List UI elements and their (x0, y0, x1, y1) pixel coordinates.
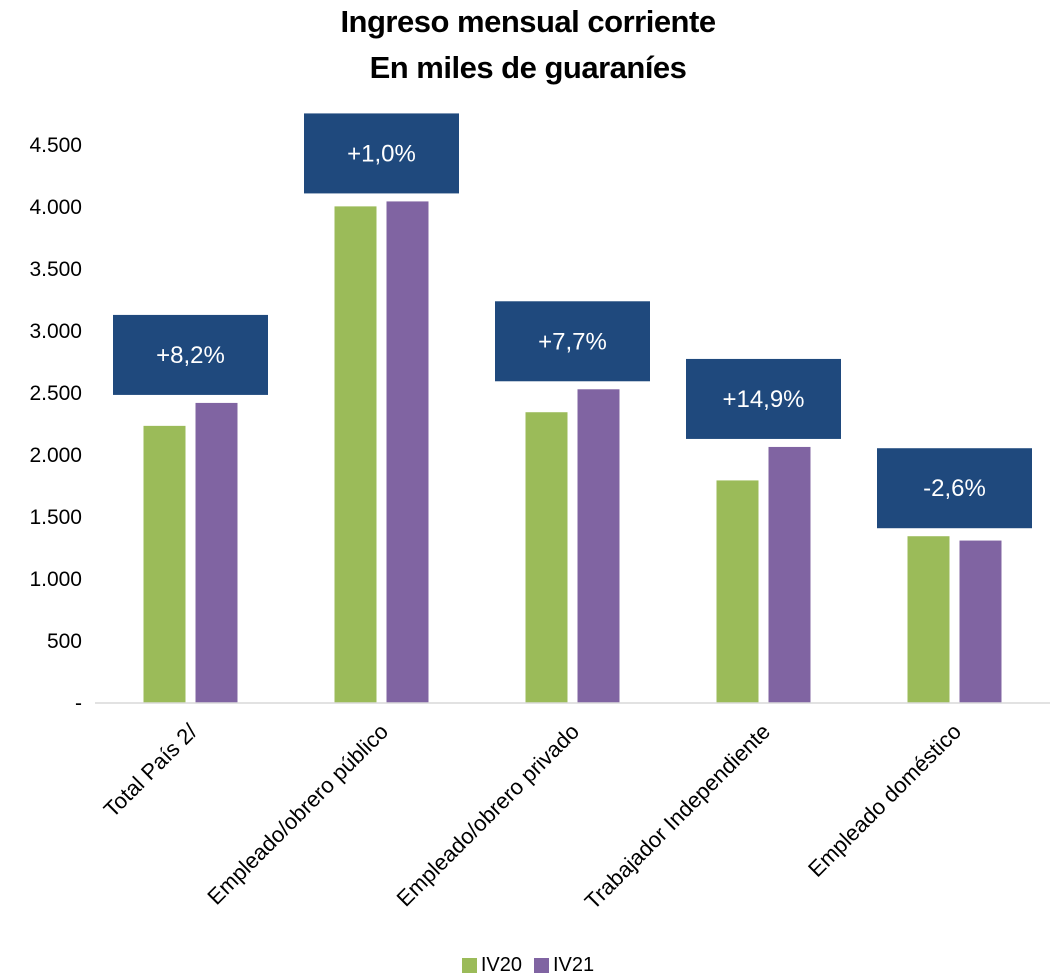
y-tick-label: 1.500 (29, 506, 82, 529)
annotation-box (495, 301, 650, 382)
y-tick-label: 3.000 (29, 320, 82, 343)
y-tick-label: 1.000 (29, 568, 82, 591)
annotation-box (877, 448, 1032, 529)
chart-subtitle: En miles de guaraníes (369, 50, 687, 85)
y-tick-label: 2.000 (29, 444, 82, 467)
y-tick-label: 4.500 (29, 134, 82, 157)
x-tick-label: Empleado doméstico (803, 719, 966, 882)
legend-item-iv20: IV20 (461, 954, 522, 977)
annotation-label: +14,9% (722, 386, 804, 413)
annotation-label: +8,2% (156, 342, 225, 369)
y-tick-label: 3.500 (29, 258, 82, 281)
bar-iv21 (577, 389, 620, 703)
annotation-label: +1,0% (347, 140, 416, 167)
bar-iv21 (959, 540, 1002, 703)
chart-title: Ingreso mensual corriente (340, 4, 716, 39)
annotation-box (304, 113, 459, 194)
x-tick-label: Total País 2/ (99, 718, 203, 822)
x-tick-label: Empleado/obrero público (202, 719, 393, 910)
annotation-box (686, 358, 841, 439)
y-tick-label: - (75, 692, 82, 715)
y-tick-label: 2.500 (29, 382, 82, 405)
bar-iv21 (195, 402, 238, 703)
x-tick-label: Trabajador Independiente (580, 719, 775, 914)
annotation-label: +7,7% (538, 328, 607, 355)
legend-label-iv21: IV21 (553, 954, 595, 976)
bar-iv21 (386, 201, 429, 704)
legend-swatch-iv21 (534, 958, 549, 973)
x-tick-label: Empleado/obrero privado (392, 719, 584, 911)
bar-iv20 (143, 425, 186, 703)
bar-iv20 (334, 206, 377, 703)
annotation-label: -2,6% (923, 475, 986, 502)
bar-iv20 (525, 412, 568, 703)
bar-iv21 (768, 446, 811, 703)
legend-label-iv20: IV20 (480, 954, 522, 976)
annotation-box (113, 314, 268, 395)
bar-iv20 (716, 480, 759, 703)
y-tick-label: 4.000 (29, 196, 82, 219)
bar-iv20 (907, 536, 950, 703)
legend-swatch-iv20 (461, 958, 477, 973)
legend: IV20 IV21 (0, 954, 1056, 977)
y-tick-label: 500 (47, 630, 82, 653)
legend-item-iv21: IV21 (534, 954, 594, 977)
